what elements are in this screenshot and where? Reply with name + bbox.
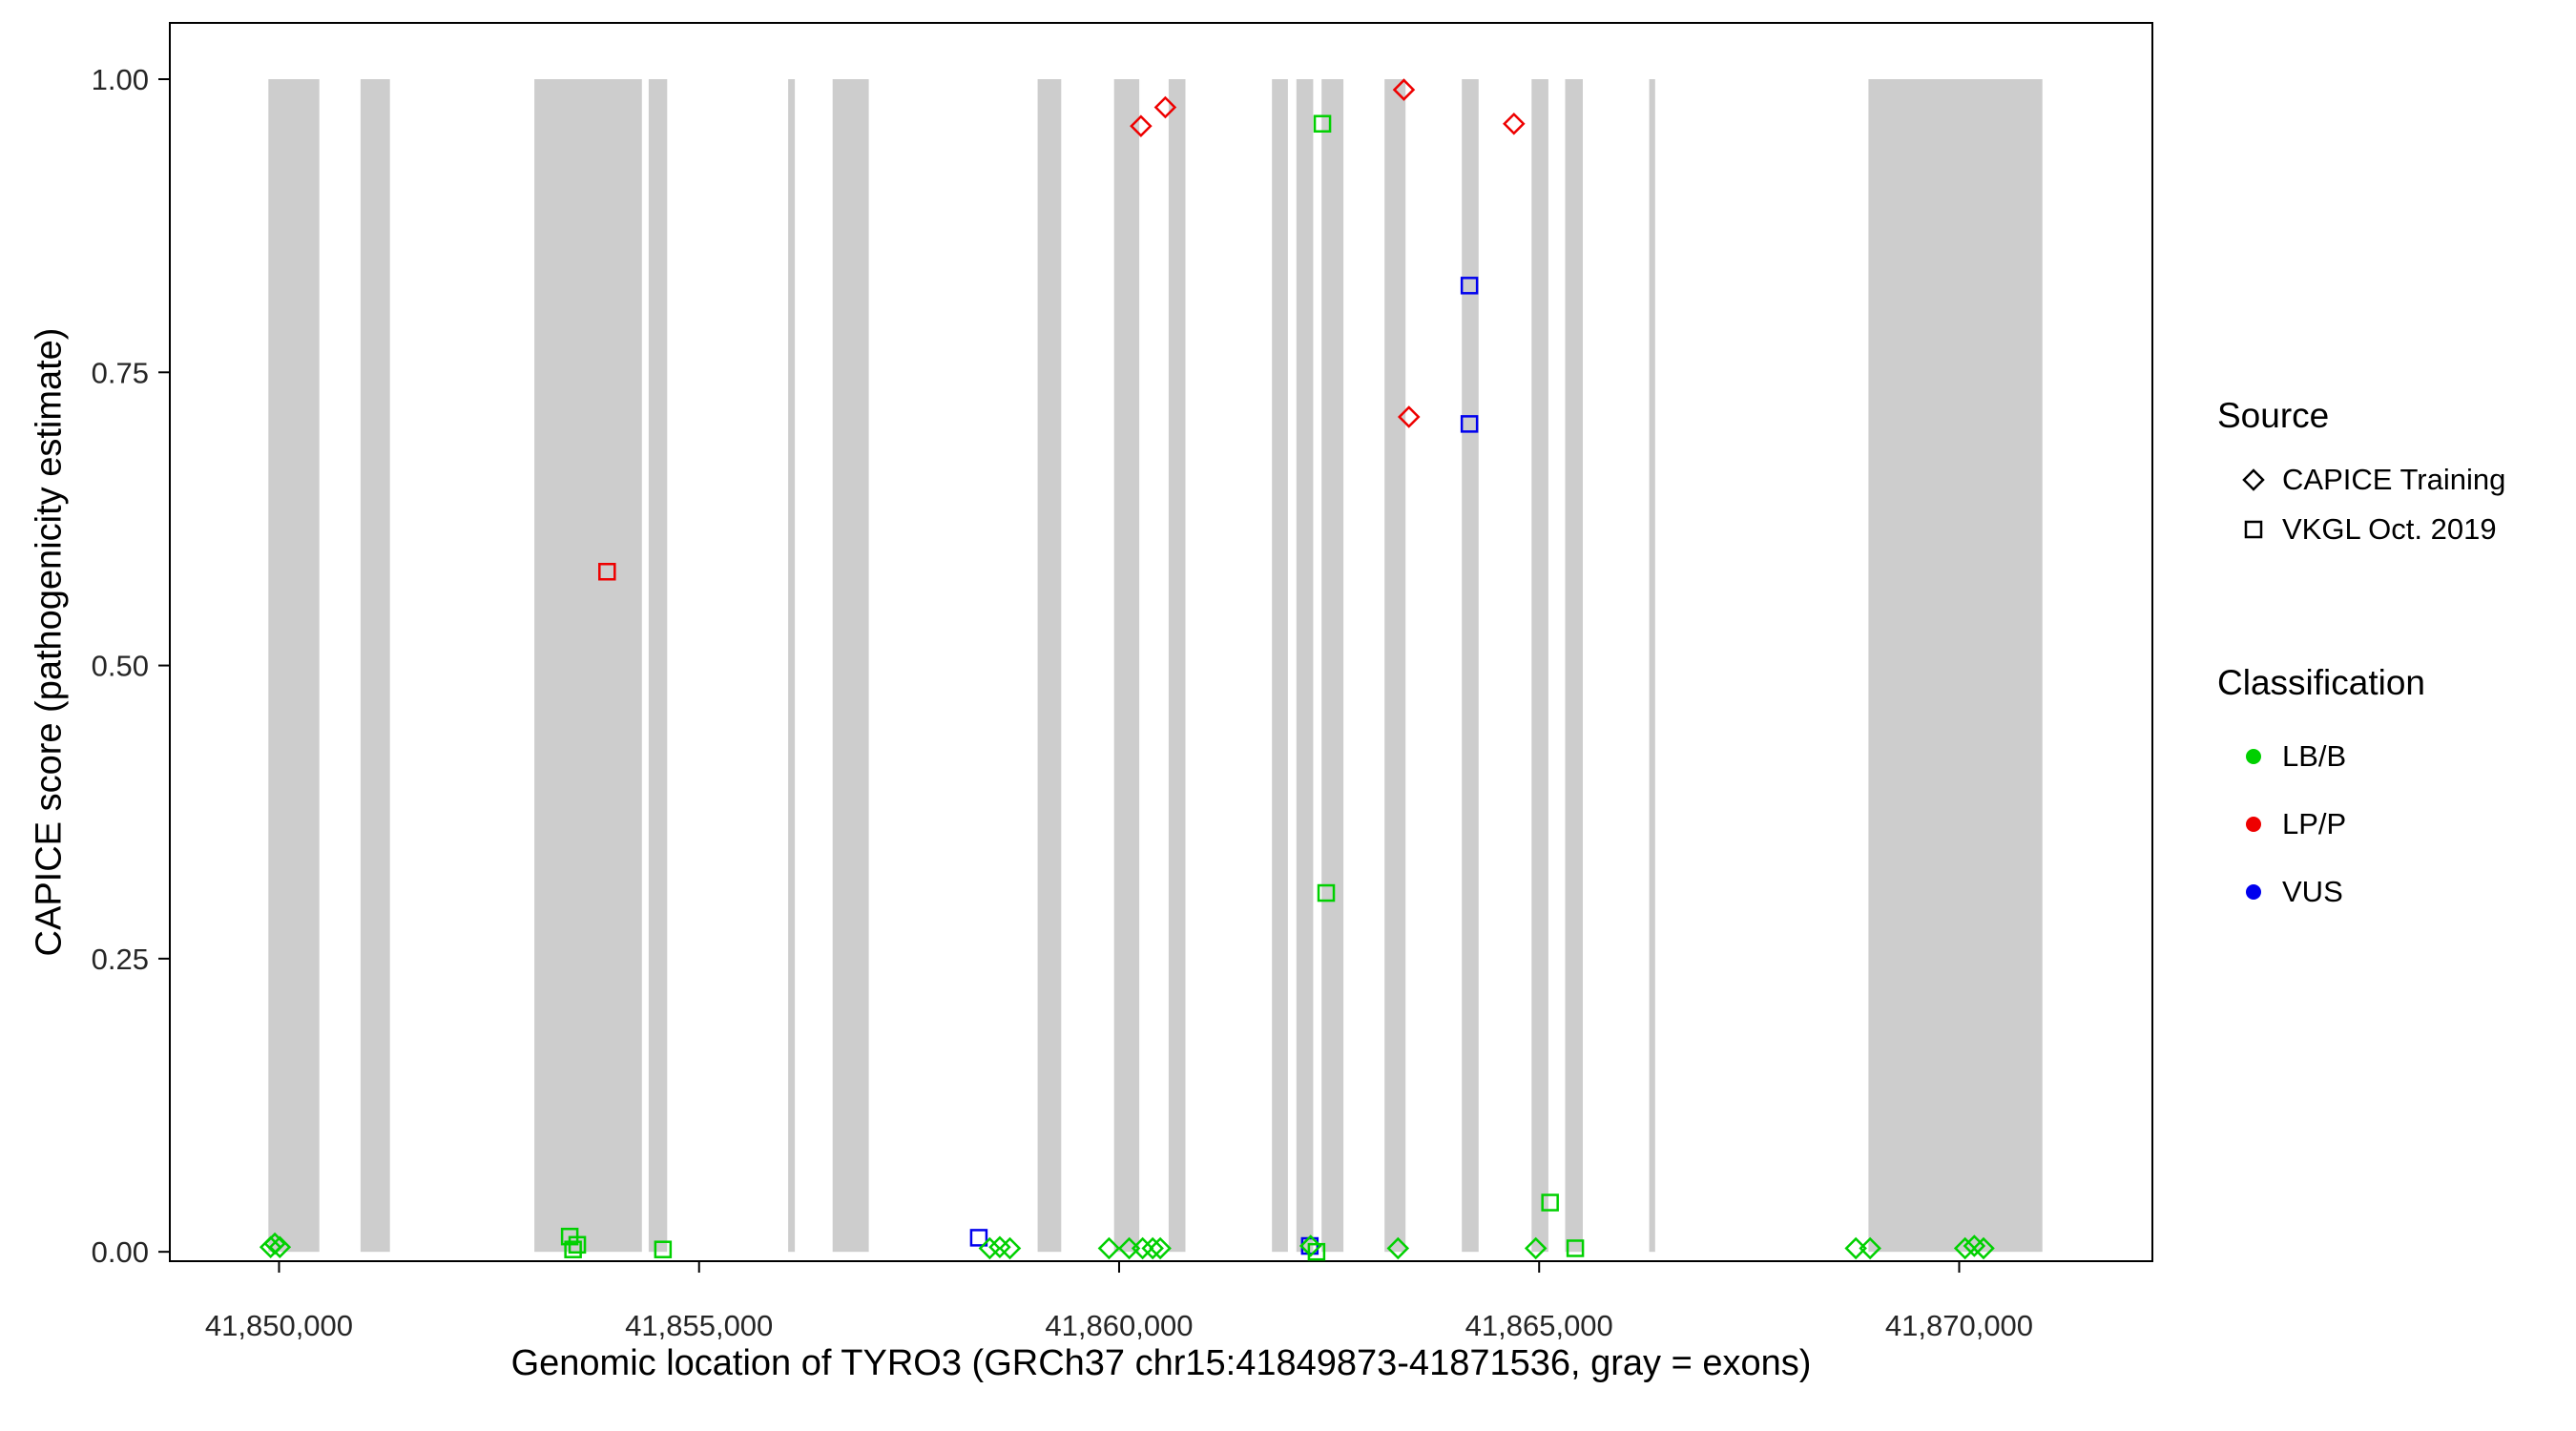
x-axis-tick-label: 41,865,000 (1465, 1309, 1613, 1342)
exon-band (1037, 79, 1062, 1253)
exon-band (648, 79, 668, 1253)
data-point-diamond (1097, 1236, 1121, 1260)
data-point-diamond (1298, 1234, 1322, 1257)
legend-source-title: Source (2217, 396, 2330, 435)
data-point-diamond (268, 1235, 292, 1259)
x-axis-tick-label: 41,855,000 (625, 1309, 773, 1342)
exon-band (1168, 79, 1186, 1253)
legend-source-items: CAPICE Training VKGL Oct. 2019 (2212, 455, 2505, 554)
data-point-square (564, 1240, 582, 1258)
data-point-square (1313, 114, 1332, 133)
legend-item-label: VKGL Oct. 2019 (2282, 512, 2497, 546)
y-axis-tick-label: 0.25 (92, 943, 149, 976)
x-axis-tick-label: 41,870,000 (1885, 1309, 2033, 1342)
data-point-square (1566, 1239, 1585, 1257)
data-point-square (1460, 277, 1479, 295)
legend-item-lp-p: LP/P (2212, 790, 2425, 858)
data-point-diamond (1524, 1236, 1548, 1260)
exon-band (1384, 79, 1406, 1253)
exon-band (268, 79, 320, 1253)
legend-classification-items: LB/B LP/P VUS (2212, 722, 2425, 925)
exon-band (1296, 79, 1314, 1253)
y-axis-title: CAPICE score (pathogenicity estimate) (29, 327, 70, 957)
data-point-diamond (1953, 1236, 1977, 1260)
exon-band (1531, 79, 1548, 1253)
x-axis-tick-label: 41,850,000 (205, 1309, 353, 1342)
data-point-diamond (1392, 78, 1416, 101)
diamond-icon (2234, 464, 2273, 496)
data-point-diamond (998, 1236, 1022, 1260)
legend-classification-title: Classification (2217, 663, 2425, 702)
legend-item-vus: VUS (2212, 858, 2425, 925)
data-point-diamond (1859, 1236, 1881, 1260)
legend-classification: Classification LB/B LP/P VUS (2212, 663, 2425, 925)
data-point-square (1307, 1242, 1326, 1261)
data-point-diamond (1503, 112, 1526, 135)
legend-item-label: LB/B (2282, 738, 2347, 773)
data-point-diamond (1386, 1236, 1410, 1260)
exon-band (1462, 79, 1479, 1253)
data-point-square (1460, 415, 1479, 433)
legend-item-lb-b: LB/B (2212, 722, 2425, 790)
data-point-square (568, 1235, 587, 1255)
square-icon (2234, 513, 2273, 546)
exon-band (534, 79, 642, 1253)
legend-item-label: CAPICE Training (2282, 463, 2506, 496)
exon-band (1649, 79, 1655, 1253)
circle-icon (2234, 740, 2273, 773)
y-axis-tick-label: 1.00 (92, 63, 149, 96)
y-axis-tick-label: 0.75 (92, 356, 149, 389)
exon-band (1868, 79, 2043, 1253)
data-point-diamond (1844, 1236, 1867, 1260)
data-point-square (654, 1240, 673, 1258)
legend-item-capice-training: CAPICE Training (2212, 455, 2505, 505)
exon-band (1565, 79, 1583, 1253)
legend-item-vkgl-oct-2019: VKGL Oct. 2019 (2212, 505, 2505, 554)
data-point-square (1541, 1193, 1559, 1212)
exon-band (788, 79, 796, 1253)
data-point-diamond (1131, 1236, 1154, 1260)
panel-border (169, 22, 2153, 1262)
x-axis-title: Genomic location of TYRO3 (GRCh37 chr15:… (510, 1343, 1812, 1383)
data-point-diamond (1130, 114, 1153, 137)
data-point-square (1317, 883, 1336, 902)
legend-item-label: LP/P (2282, 806, 2347, 840)
data-point-diamond (1141, 1236, 1164, 1260)
data-point-diamond (1149, 1236, 1172, 1260)
circle-icon (2234, 808, 2273, 840)
data-point-square (598, 563, 616, 581)
exon-band (1321, 79, 1344, 1253)
data-point-diamond (1397, 405, 1421, 428)
y-axis-tick-label: 0.50 (92, 650, 149, 683)
data-point-diamond (1153, 95, 1177, 119)
x-axis-tick-label: 41,860,000 (1045, 1309, 1193, 1342)
y-axis-tick-label: 0.00 (92, 1235, 149, 1269)
exon-band (1272, 79, 1288, 1253)
data-point-diamond (978, 1236, 1002, 1260)
exon-band (360, 79, 390, 1253)
legend-item-label: VUS (2282, 874, 2343, 908)
exon-band (832, 79, 869, 1253)
data-point-square (969, 1229, 988, 1247)
circle-icon (2234, 876, 2273, 908)
data-point-diamond (1972, 1236, 1995, 1260)
exon-band (1113, 79, 1140, 1253)
legend-source: Source CAPICE Training VKGL Oct. 2019 (2212, 396, 2505, 554)
